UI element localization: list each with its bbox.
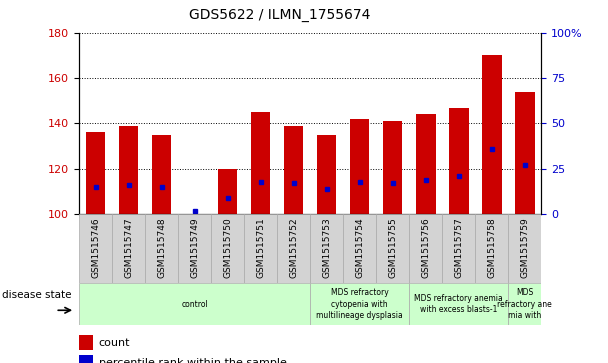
Bar xyxy=(376,214,409,283)
Bar xyxy=(475,214,508,283)
Bar xyxy=(515,91,534,214)
Text: GSM1515752: GSM1515752 xyxy=(289,218,298,278)
Bar xyxy=(382,121,402,214)
Bar xyxy=(178,214,211,283)
Bar xyxy=(416,114,435,214)
Text: GSM1515755: GSM1515755 xyxy=(388,218,397,278)
Text: MDS refractory anemia
with excess blasts-1: MDS refractory anemia with excess blasts… xyxy=(414,294,503,314)
Bar xyxy=(482,55,502,214)
Text: GDS5622 / ILMN_1755674: GDS5622 / ILMN_1755674 xyxy=(189,8,370,22)
Bar xyxy=(119,126,139,214)
Text: GSM1515754: GSM1515754 xyxy=(355,218,364,278)
Bar xyxy=(79,355,92,363)
Text: GSM1515751: GSM1515751 xyxy=(256,218,265,278)
Text: GSM1515753: GSM1515753 xyxy=(322,218,331,278)
Bar xyxy=(244,214,277,283)
Text: GSM1515747: GSM1515747 xyxy=(124,218,133,278)
Bar xyxy=(409,283,508,325)
Text: count: count xyxy=(98,338,130,348)
Text: control: control xyxy=(181,299,208,309)
Bar xyxy=(310,283,409,325)
Bar xyxy=(218,169,238,214)
Text: MDS
refractory ane
mia with: MDS refractory ane mia with xyxy=(497,289,552,319)
Bar xyxy=(277,214,310,283)
Bar xyxy=(86,132,105,214)
Bar xyxy=(317,135,336,214)
Text: GSM1515748: GSM1515748 xyxy=(157,218,166,278)
Bar xyxy=(79,214,112,283)
Bar xyxy=(211,214,244,283)
Bar xyxy=(442,214,475,283)
Bar xyxy=(508,283,541,325)
Bar xyxy=(151,135,171,214)
Bar xyxy=(343,214,376,283)
Bar xyxy=(449,107,469,214)
Text: GSM1515756: GSM1515756 xyxy=(421,218,430,278)
Text: disease state: disease state xyxy=(2,290,71,300)
Bar xyxy=(79,283,310,325)
Bar xyxy=(112,214,145,283)
Bar xyxy=(310,214,343,283)
Bar xyxy=(145,214,178,283)
Text: GSM1515757: GSM1515757 xyxy=(454,218,463,278)
Text: GSM1515758: GSM1515758 xyxy=(487,218,496,278)
Text: MDS refractory
cytopenia with
multilineage dysplasia: MDS refractory cytopenia with multilinea… xyxy=(316,289,403,319)
Bar xyxy=(284,126,303,214)
Bar xyxy=(250,112,271,214)
Bar xyxy=(79,335,92,350)
Bar xyxy=(409,214,442,283)
Text: percentile rank within the sample: percentile rank within the sample xyxy=(98,358,287,363)
Text: GSM1515759: GSM1515759 xyxy=(520,218,529,278)
Bar xyxy=(350,119,370,214)
Bar xyxy=(508,214,541,283)
Text: GSM1515750: GSM1515750 xyxy=(223,218,232,278)
Text: GSM1515749: GSM1515749 xyxy=(190,218,199,278)
Text: GSM1515746: GSM1515746 xyxy=(91,218,100,278)
